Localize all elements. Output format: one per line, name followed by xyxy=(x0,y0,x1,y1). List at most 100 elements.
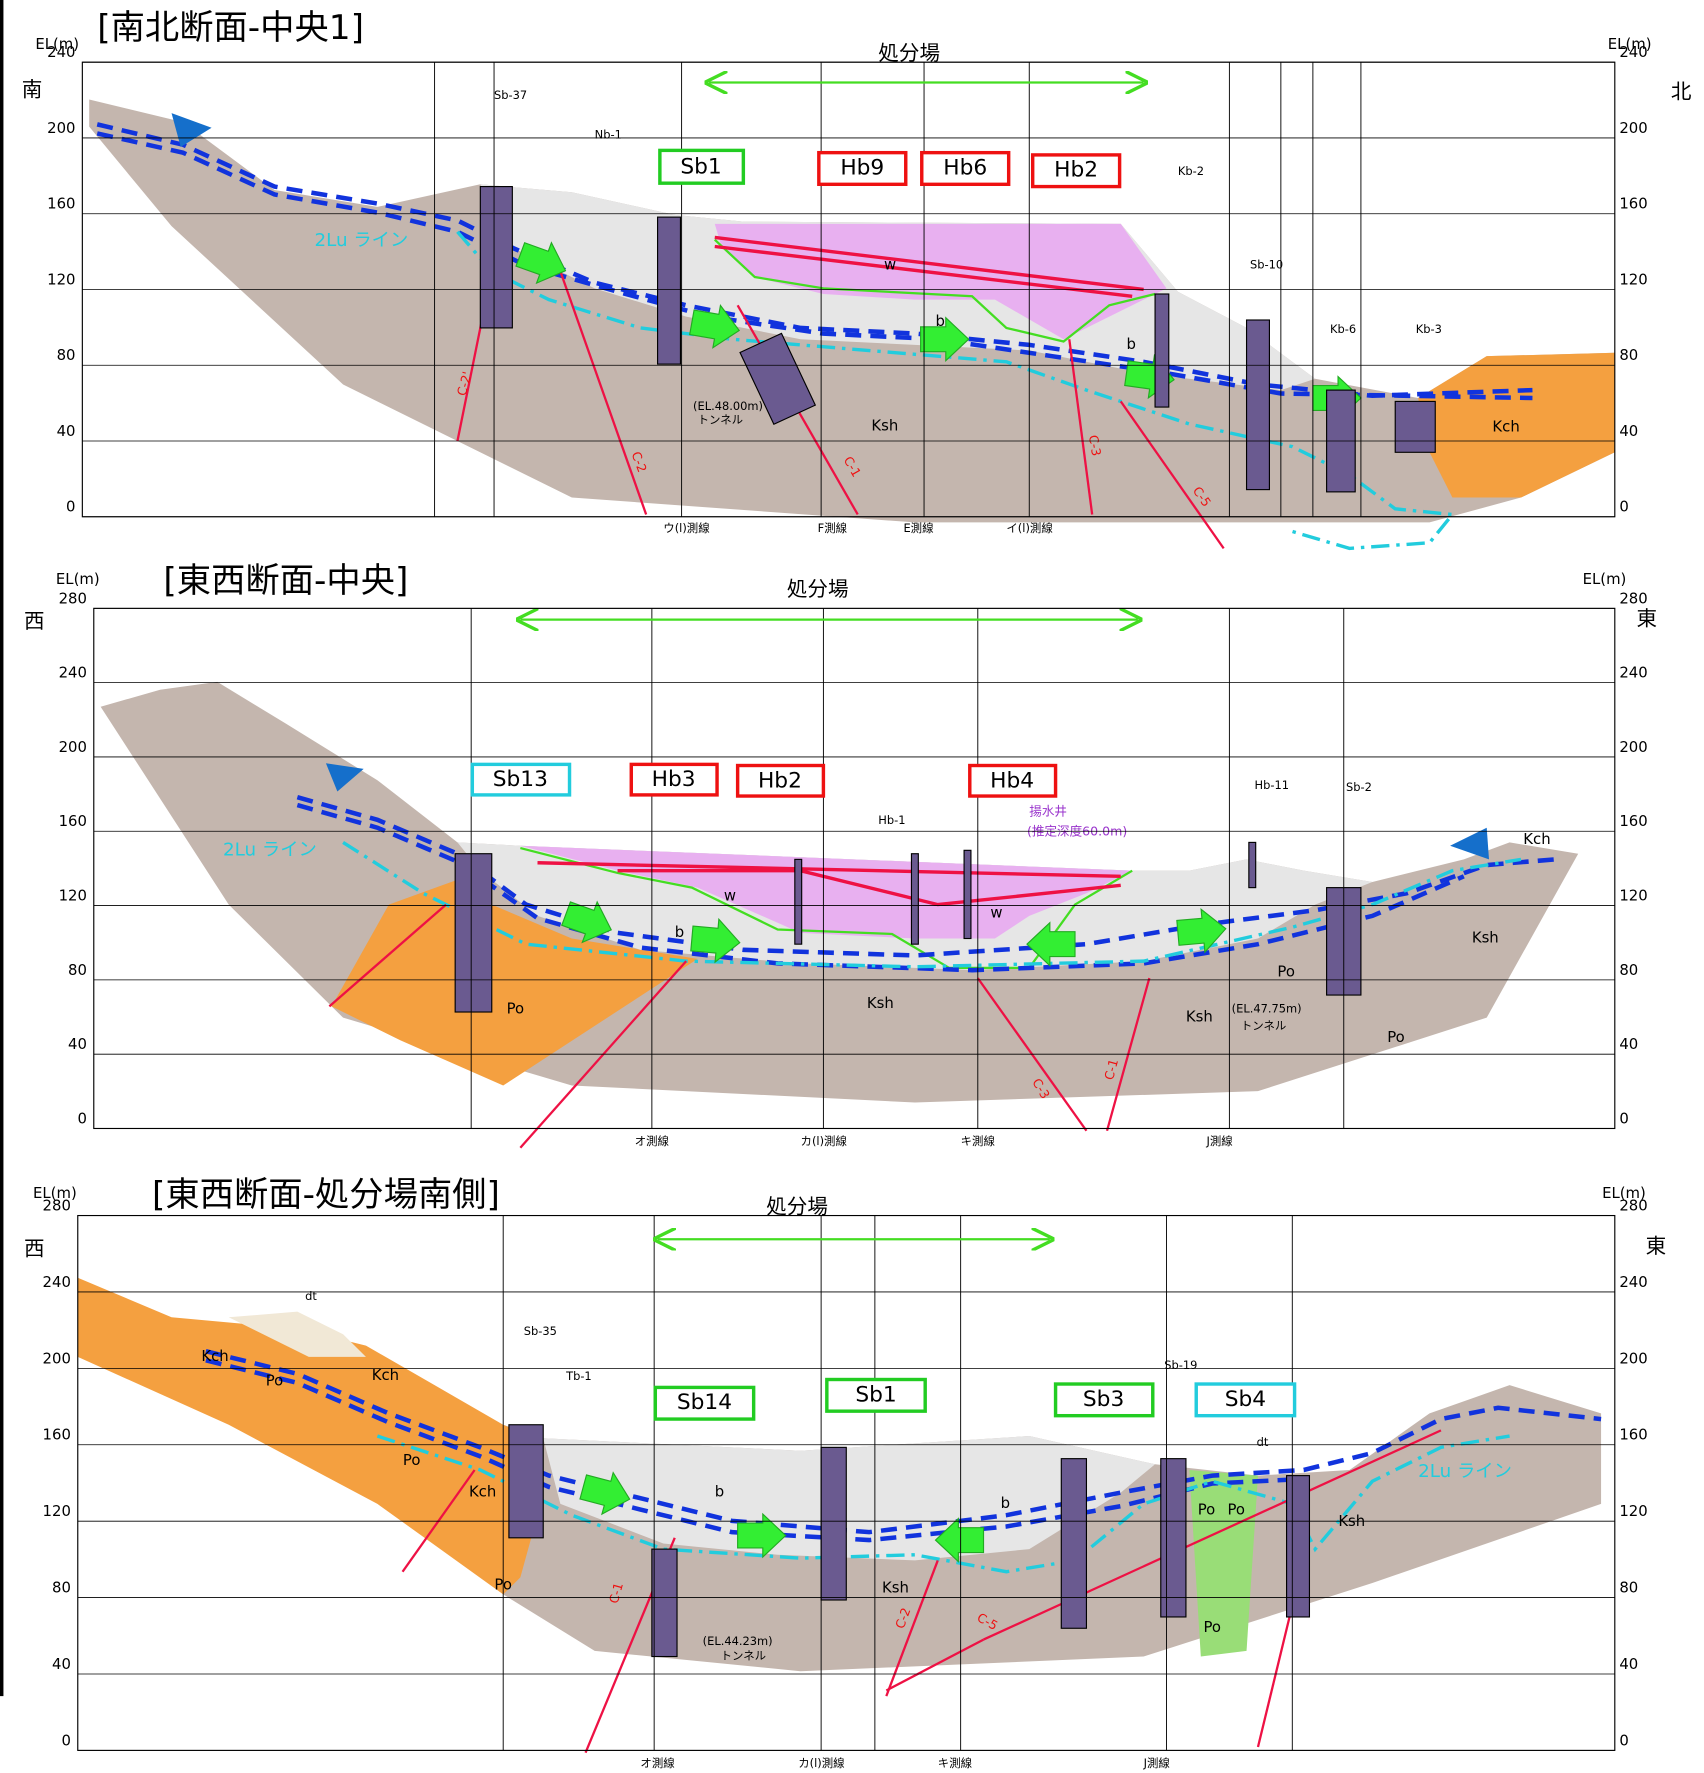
y-tick-label: 160 xyxy=(1619,1427,1647,1444)
panel-1: [南北断面-中央1] 処分場 EL(m) EL(m) 南 北 Sb1 Hb9 H… xyxy=(22,8,1692,548)
line-name: J測線 xyxy=(1143,1756,1170,1770)
borehole-label: Sb3 xyxy=(1083,1387,1124,1412)
direction: 南 xyxy=(22,78,43,102)
y-tick-label: 240 xyxy=(43,1274,71,1291)
y-tick-label: 0 xyxy=(66,499,75,516)
y-tick-label: 120 xyxy=(47,271,75,288)
line-name: オ測線 xyxy=(640,1756,674,1770)
line-name: カ(l)測線 xyxy=(798,1756,844,1770)
y-tick-label: 200 xyxy=(59,739,87,756)
geology-label: b xyxy=(1001,1495,1010,1512)
borehole-label: Hb2 xyxy=(758,768,802,793)
tunnel-elevation: (EL.48.00m) xyxy=(693,399,763,413)
y-tick-label: 80 xyxy=(1619,347,1638,364)
borehole-name: Sb-35 xyxy=(524,1324,557,1338)
y-tick-label: 40 xyxy=(52,1656,71,1673)
facility-label: 処分場 xyxy=(787,577,849,601)
borehole-name: Sb-19 xyxy=(1164,1358,1197,1372)
borehole-name: Hb-1 xyxy=(878,813,905,827)
geology-label: Po xyxy=(1203,1619,1221,1636)
geology-label: Ksh xyxy=(871,417,898,434)
geology-label: Kch xyxy=(1492,418,1519,435)
panel-title: [南北断面-中央1] xyxy=(97,8,364,48)
geology-label: w xyxy=(724,888,736,905)
geology-label: Po xyxy=(403,1452,421,1469)
geology-label: Kch xyxy=(1523,831,1550,848)
borehole-name: Nb-1 xyxy=(595,128,622,142)
geology-label: Po xyxy=(507,1001,525,1018)
panel-2: [東西断面-中央] 処分場 EL(m) EL(m) 西 東 Sb13 Hb3 H… xyxy=(24,561,1657,1148)
line-name: E測線 xyxy=(903,521,933,535)
geology-label: Ksh xyxy=(882,1580,909,1597)
borehole-name: Sb-2 xyxy=(1346,780,1372,794)
borehole-name: Kb-3 xyxy=(1416,322,1442,336)
geology-label: Kch xyxy=(372,1367,399,1384)
tunnel-label: トンネル xyxy=(1241,1019,1286,1033)
borehole-name: Kb-6 xyxy=(1330,322,1356,336)
geology-label: Po xyxy=(1277,963,1295,980)
tunnel-elevation: (EL.47.75m) xyxy=(1232,1002,1302,1016)
tunnel-label: トンネル xyxy=(721,1649,766,1663)
line-name: オ測線 xyxy=(635,1134,669,1148)
borehole-label: Sb1 xyxy=(680,154,721,179)
borehole-label: Hb6 xyxy=(943,156,987,181)
borehole-label: Hb9 xyxy=(840,156,884,181)
y-tick-label: 120 xyxy=(1619,1503,1647,1520)
y-tick-label: 200 xyxy=(47,120,75,137)
panel-3: [東西断面-処分場南側] 処分場 EL(m) EL(m) 西 東 Sb14 Sb… xyxy=(24,1175,1666,1770)
y-tick-label: 80 xyxy=(1619,1580,1638,1597)
borehole-name: Sb-10 xyxy=(1250,258,1283,272)
borehole-label: Hb3 xyxy=(652,767,696,792)
borehole-label: Sb14 xyxy=(677,1390,732,1415)
well-label: 揚水井 xyxy=(1029,803,1067,818)
y-tick-label: 160 xyxy=(1619,196,1647,213)
geology-label: Ksh xyxy=(1472,930,1499,947)
geology-label: Ksh xyxy=(1186,1009,1213,1026)
geology-label: Ksh xyxy=(867,995,894,1012)
y-tick-label: 280 xyxy=(1619,590,1647,607)
y-tick-label: 160 xyxy=(1619,813,1647,830)
axis-label: EL(m) xyxy=(56,571,100,588)
y-tick-label: 120 xyxy=(59,888,87,905)
y-tick-label: 80 xyxy=(57,347,76,364)
edge-bar xyxy=(0,0,3,1696)
flow-marker xyxy=(1450,828,1489,860)
geology-label: dt xyxy=(1257,1435,1269,1449)
y-tick-label: 160 xyxy=(43,1427,71,1444)
geology-label: Po xyxy=(1387,1029,1405,1046)
y-tick-label: 280 xyxy=(59,590,87,607)
line-name: ウ(l)測線 xyxy=(663,521,709,535)
geology-label: Po xyxy=(494,1576,512,1593)
panel-title: [東西断面-処分場南側] xyxy=(152,1175,500,1215)
axis-label: EL(m) xyxy=(1583,571,1627,588)
direction: 西 xyxy=(24,609,45,633)
borehole-name: Kb-2 xyxy=(1178,164,1204,178)
y-tick-label: 280 xyxy=(43,1198,71,1215)
line-label: 2Lu ライン xyxy=(223,839,317,860)
tunnel-elevation: (EL.44.23m) xyxy=(703,1634,773,1648)
y-tick-label: 0 xyxy=(1619,1110,1628,1127)
line-name: イ(l)測線 xyxy=(1006,521,1052,535)
tunnel-label: トンネル xyxy=(698,413,743,427)
geology-label: b xyxy=(1126,336,1135,353)
y-tick-label: 240 xyxy=(47,44,75,61)
y-tick-label: 160 xyxy=(47,196,75,213)
line-name: J測線 xyxy=(1206,1134,1233,1148)
y-tick-label: 240 xyxy=(1619,44,1647,61)
y-tick-label: 280 xyxy=(1619,1198,1647,1215)
borehole-labels: Sb1 Hb9 Hb6 Hb2 xyxy=(660,150,1120,186)
y-tick-label: 240 xyxy=(1619,665,1647,682)
geology-label: b xyxy=(715,1484,724,1501)
y-tick-label: 40 xyxy=(1619,423,1638,440)
line-name: カ(l)測線 xyxy=(801,1134,847,1148)
y-tick-label: 40 xyxy=(1619,1656,1638,1673)
borehole-name: Hb-11 xyxy=(1255,778,1290,792)
geology-label: Po xyxy=(1227,1502,1245,1519)
y-tick-label: 160 xyxy=(59,813,87,830)
borehole-name: Tb-1 xyxy=(565,1369,592,1383)
geology-label: Kch xyxy=(201,1348,228,1365)
direction: 東 xyxy=(1637,607,1658,631)
geology-label: b xyxy=(675,924,684,941)
y-tick-label: 120 xyxy=(1619,888,1647,905)
y-tick-label: 240 xyxy=(59,665,87,682)
